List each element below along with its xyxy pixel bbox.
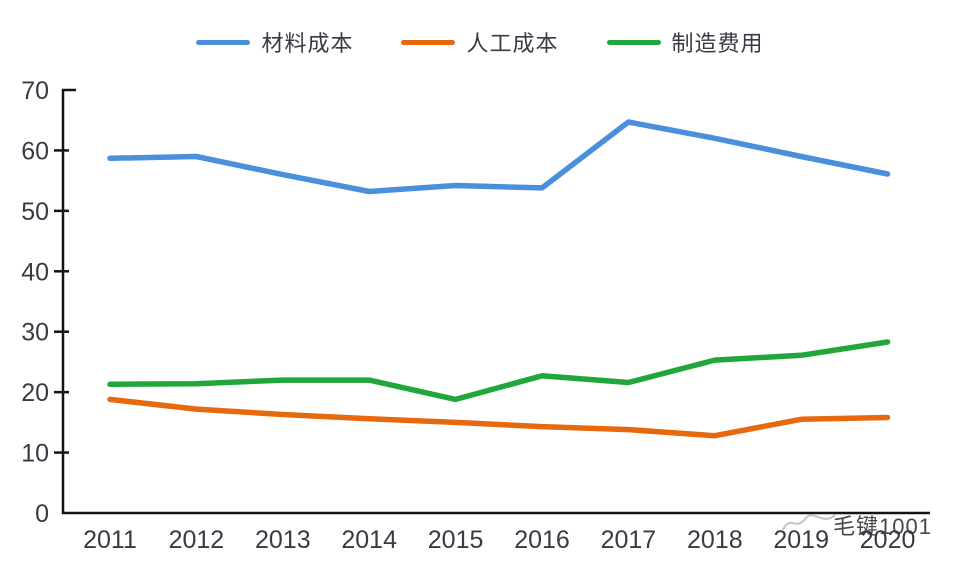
legend: 材料成本 人工成本 制造费用 <box>0 26 960 58</box>
y-tick-label: 30 <box>21 319 49 347</box>
y-tick-label: 0 <box>35 500 49 528</box>
y-tick-label: 10 <box>21 440 49 468</box>
legend-item-labor-cost: 人工成本 <box>401 26 558 58</box>
x-tick-label: 2015 <box>428 526 484 554</box>
x-tick-label: 2013 <box>255 526 311 554</box>
y-tick-label: 20 <box>21 379 49 407</box>
legend-label-material-cost: 材料成本 <box>261 31 354 56</box>
y-tick-label: 40 <box>21 258 49 286</box>
x-tick-label: 2017 <box>601 526 657 554</box>
series-line-0 <box>107 119 891 195</box>
x-tick-label: 2011 <box>83 526 137 554</box>
series-line-2 <box>107 339 891 403</box>
x-tick-label: 2014 <box>341 526 397 554</box>
series-line-1 <box>107 396 891 439</box>
y-tick-label: 60 <box>21 137 49 165</box>
legend-swatch-material-cost <box>196 39 251 45</box>
legend-label-manufacturing-expense: 制造费用 <box>671 31 764 56</box>
legend-item-manufacturing-expense: 制造费用 <box>606 26 764 58</box>
axis-lines <box>61 88 930 515</box>
legend-item-material-cost: 材料成本 <box>196 26 353 58</box>
watermark: 毛键1001 <box>833 514 932 539</box>
y-tick-label: 70 <box>21 77 49 105</box>
x-tick-label: 2018 <box>687 526 743 554</box>
x-tick-label: 2016 <box>514 526 570 554</box>
x-tick-label: 2019 <box>773 526 829 554</box>
legend-label-labor-cost: 人工成本 <box>466 31 559 56</box>
x-tick-label: 2020 <box>860 526 916 554</box>
legend-swatch-labor-cost <box>401 39 456 45</box>
y-tick-label: 50 <box>21 198 49 226</box>
legend-swatch-manufacturing-expense <box>606 39 661 45</box>
x-tick-label: 2012 <box>169 526 225 554</box>
watermark-scribble-icon <box>782 514 836 531</box>
